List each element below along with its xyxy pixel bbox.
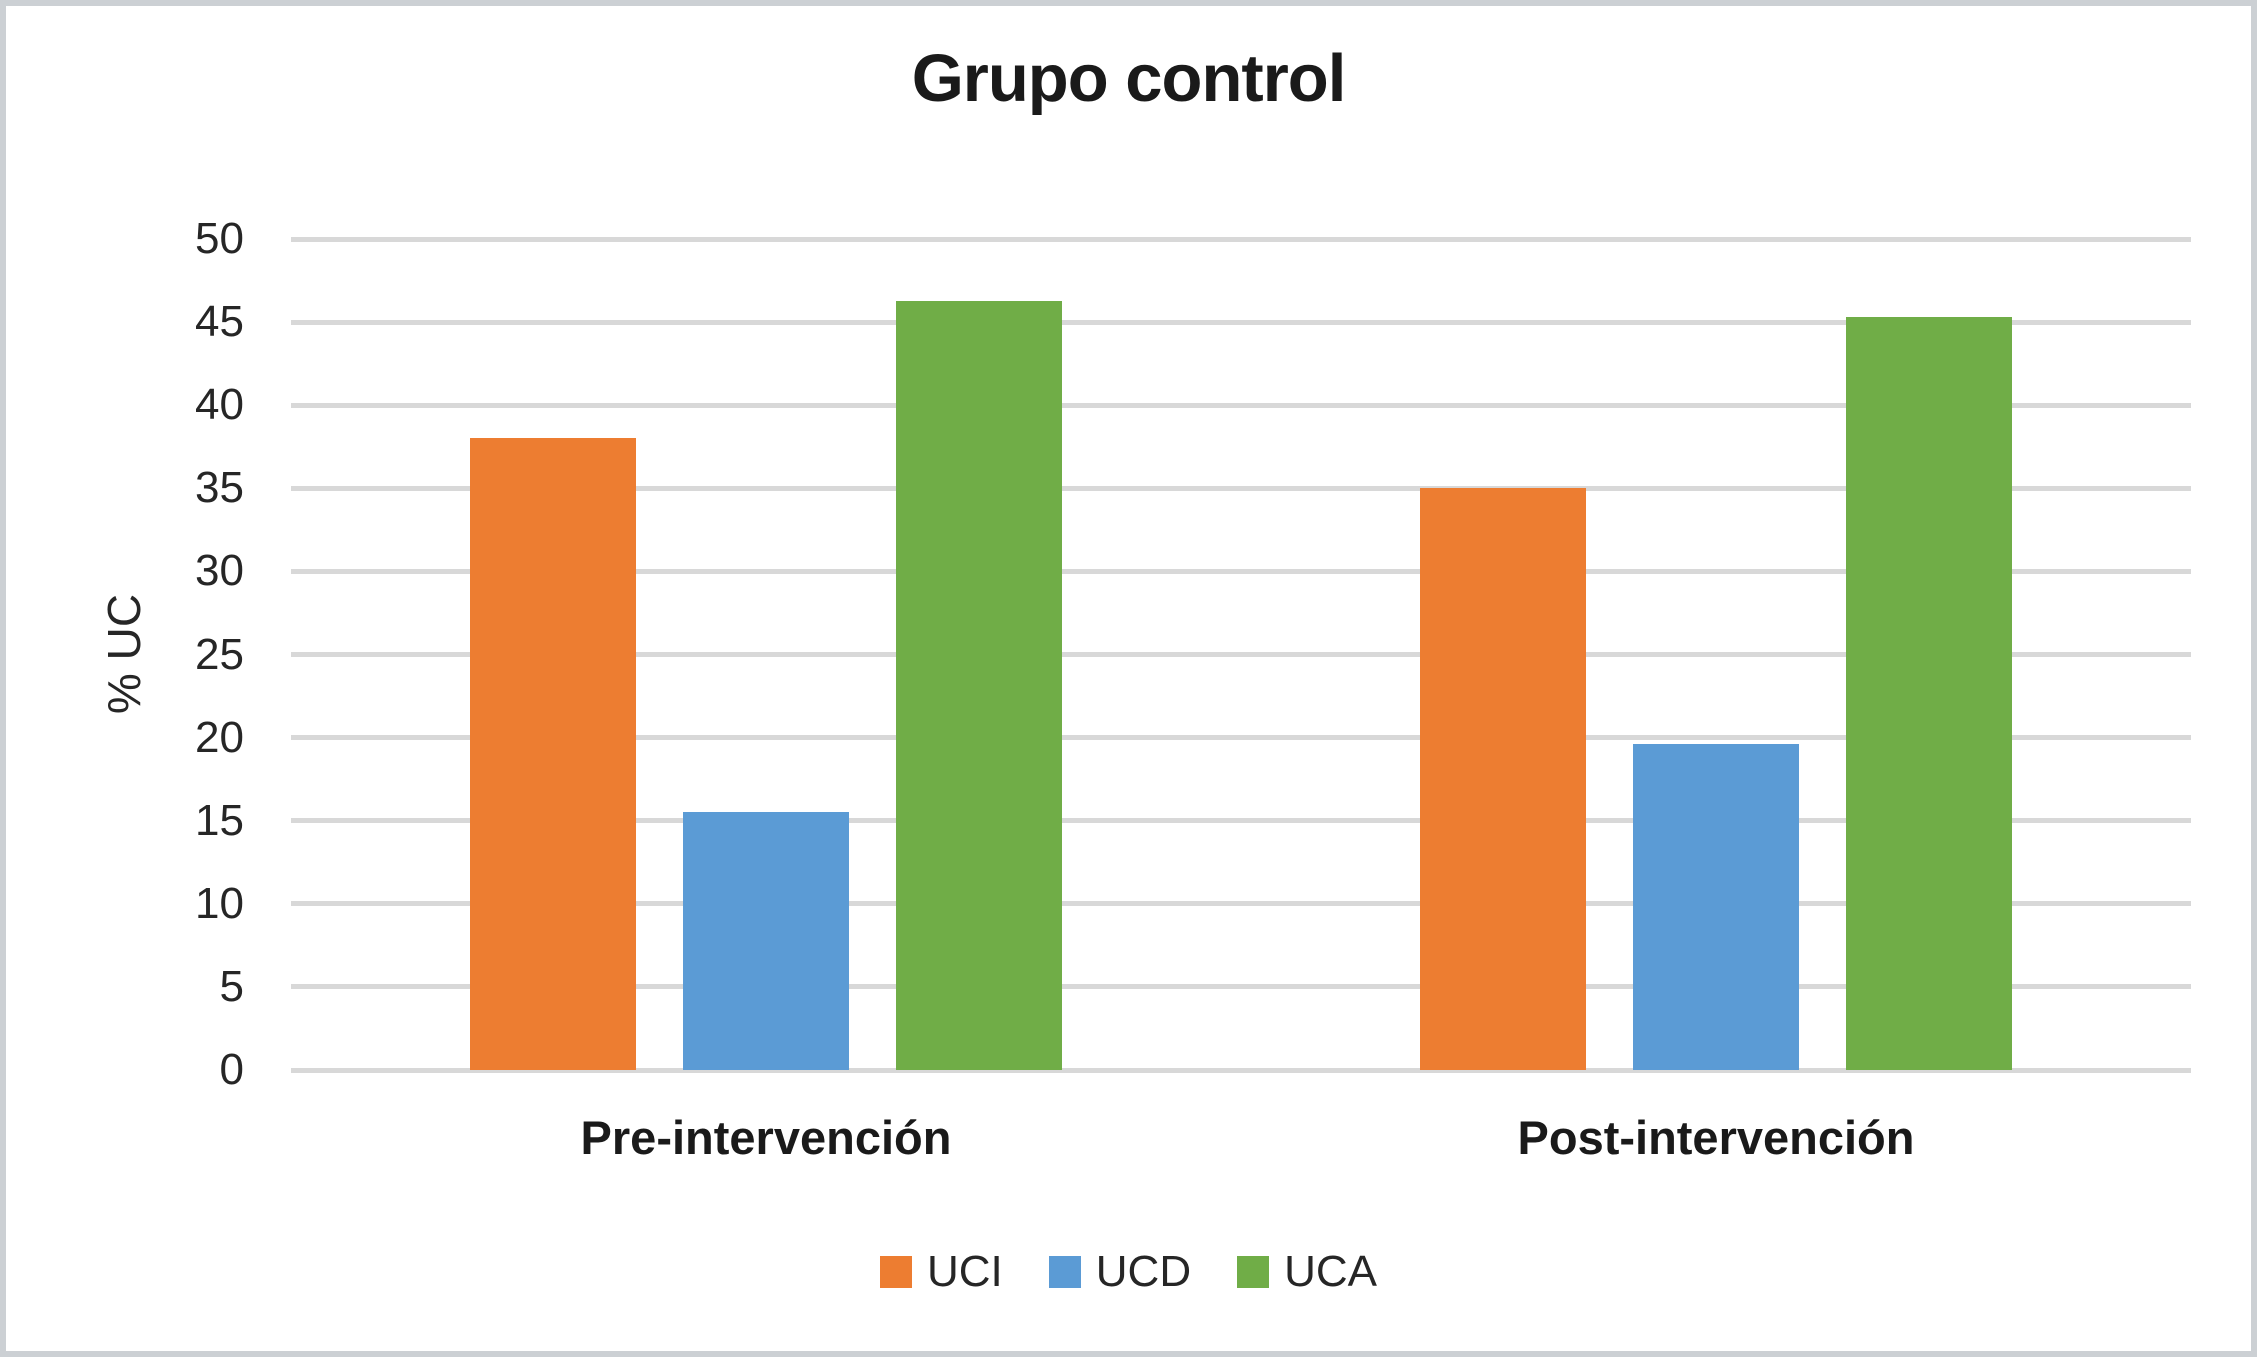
y-tick-label: 20 — [195, 712, 244, 762]
y-tick-label: 35 — [195, 463, 244, 513]
legend-swatch-uci — [879, 1256, 912, 1288]
legend-item-uci: UCI — [879, 1247, 1003, 1296]
gridline — [291, 402, 2191, 408]
legend-label: UCI — [926, 1247, 1003, 1296]
gridline — [291, 818, 2191, 824]
y-tick-label: 40 — [195, 380, 244, 430]
bar-uca-1 — [1846, 317, 2012, 1070]
legend-item-uca: UCA — [1237, 1250, 1377, 1294]
y-tick-label: 5 — [219, 961, 244, 1011]
legend-label: UCD — [1095, 1247, 1192, 1296]
gridline — [291, 901, 2191, 907]
y-tick-label: 50 — [195, 214, 244, 263]
y-tick-label: 0 — [219, 1045, 244, 1094]
bar-uca-0 — [896, 300, 1062, 1070]
gridline — [291, 1067, 2191, 1073]
gridline — [291, 319, 2191, 325]
bar-uci-1 — [1420, 488, 1586, 1070]
chart-title: Grupo control — [911, 41, 1347, 116]
y-tick-label: 30 — [195, 546, 244, 596]
bar-ucd-0 — [683, 812, 849, 1070]
gridline — [291, 652, 2191, 657]
category-label-1: Post-intervención — [1517, 1111, 1915, 1164]
gridline — [291, 984, 2191, 990]
y-tick-label: 25 — [195, 629, 244, 679]
gridline — [291, 485, 2191, 491]
bar-uci-0 — [470, 438, 636, 1070]
bar-ucd-1 — [1633, 744, 1799, 1070]
legend-swatch-ucd — [1048, 1256, 1081, 1288]
plot-area — [291, 236, 2191, 1073]
gridline — [291, 568, 2191, 574]
legend-label: UCA — [1284, 1247, 1377, 1296]
y-tick-label: 15 — [195, 795, 244, 845]
y-tick-label: 10 — [195, 878, 244, 928]
legend-item-ucd: UCD — [1048, 1247, 1192, 1296]
legend: UCI UCD UCA — [6, 1242, 2251, 1302]
y-tick-label: 45 — [195, 297, 244, 347]
gridline — [291, 236, 2191, 242]
category-label-0: Pre-intervención — [580, 1111, 952, 1164]
legend-swatch-uca — [1237, 1256, 1270, 1288]
gridline — [291, 735, 2191, 741]
